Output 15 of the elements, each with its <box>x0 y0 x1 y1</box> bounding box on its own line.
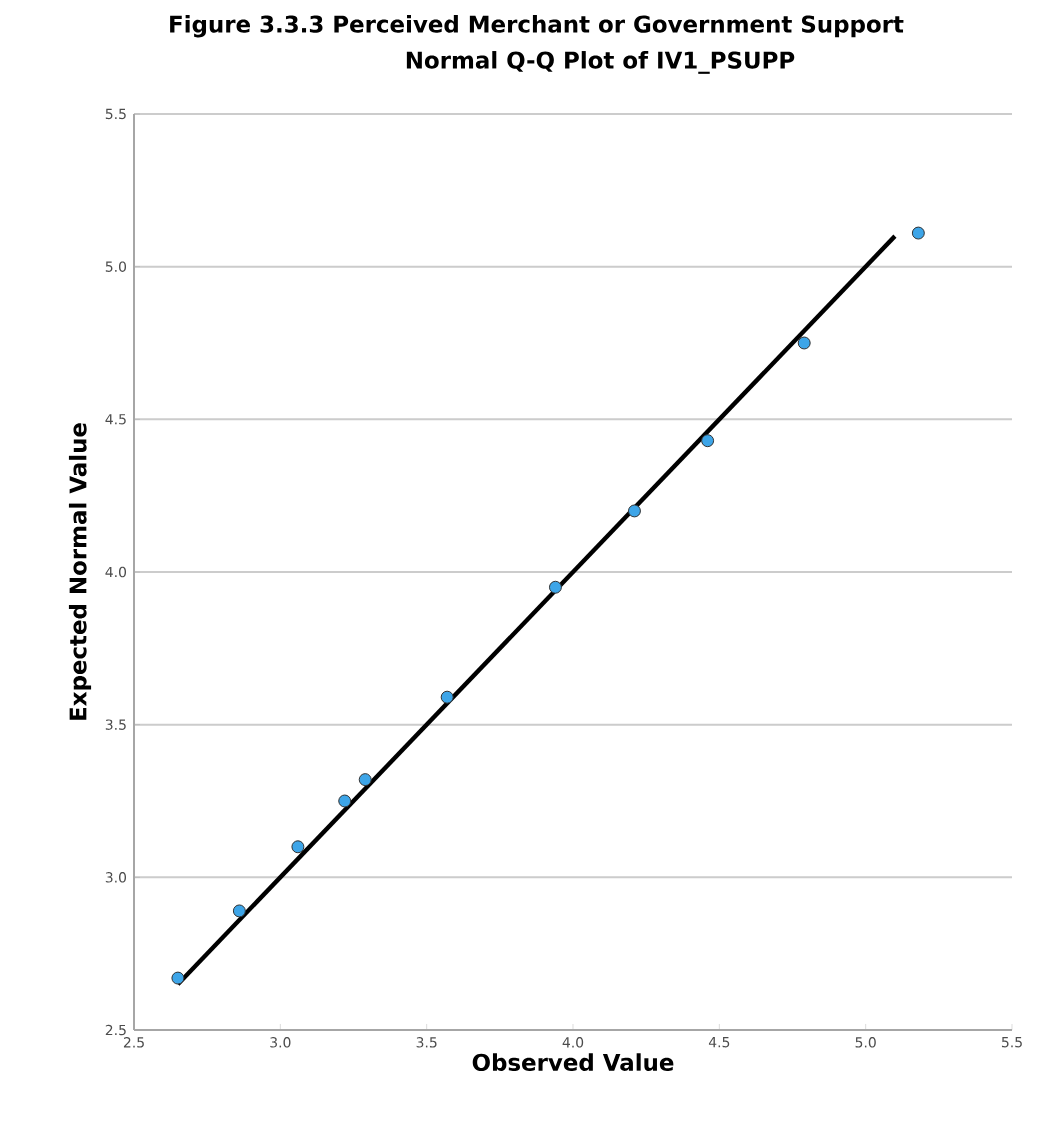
y-axis-title: Expected Normal Value <box>68 423 92 720</box>
point <box>232 904 246 918</box>
chart-title: Figure 3.3.3 Perceived Merchant or Government Support <box>170 15 904 38</box>
point <box>291 840 305 854</box>
point <box>548 580 562 594</box>
point <box>338 794 352 808</box>
chart-subtitle: Normal Q-Q Plot of IV1_PSUPP <box>406 51 795 74</box>
x-axis-title: Observed Value <box>472 1053 674 1071</box>
point <box>627 504 641 518</box>
point <box>701 434 715 448</box>
point <box>911 226 925 240</box>
point <box>440 690 454 704</box>
point <box>797 336 811 350</box>
point <box>171 971 185 985</box>
point <box>358 773 372 787</box>
